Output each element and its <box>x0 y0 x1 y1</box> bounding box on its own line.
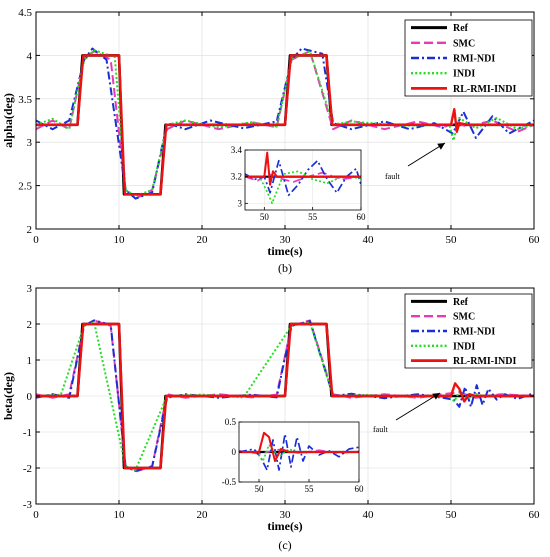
series-line-smc <box>35 50 535 200</box>
inset-y-tick-label: 3.4 <box>231 145 243 155</box>
y-tick-label: 1 <box>27 355 33 367</box>
inset-series-line-rl-rmi-indi <box>239 431 359 463</box>
y-tick-label: -2 <box>23 463 32 475</box>
series-line-rl-rmi-indi <box>36 322 534 470</box>
legend-box <box>404 293 533 369</box>
y-tick-label: 2 <box>27 224 33 236</box>
chart-b: 0 10 20 30 40 50 60 2 2.5 3 3.5 4 4.5 time(s) alpha(de… <box>1 7 540 275</box>
inset-y-tick-label: 3.2 <box>231 172 242 182</box>
fault-annotation: fault <box>373 425 388 434</box>
series-line-rmi-ndi <box>35 319 535 472</box>
fault-arrow-head <box>432 393 440 400</box>
x-tick-label: 50 <box>446 509 458 521</box>
inset-series-line-rmi-ndi <box>239 433 359 471</box>
inset-x-tick-label: 60 <box>355 484 365 494</box>
y-tick-label: 2.5 <box>18 181 32 193</box>
inset-y-tick-label: 3 <box>238 198 243 208</box>
y-tick-label: -1 <box>23 427 32 439</box>
y-tick-label: -3 <box>23 499 33 511</box>
x-tick-label: 30 <box>280 234 292 246</box>
series-line-indi <box>35 321 534 471</box>
inset-zoom: 50 55 60 -0.5 0 0.5 <box>222 417 364 494</box>
x-tick-label: 20 <box>197 234 209 246</box>
inset-x-tick-label: 50 <box>255 484 265 494</box>
inset-series-group <box>245 151 361 205</box>
x-tick-label: 10 <box>114 234 126 246</box>
x-tick-label: 40 <box>363 234 375 246</box>
legend-label: RMI-NDI <box>453 54 495 65</box>
fault-arrow <box>395 392 441 421</box>
legend-label: RL-RMI-INDI <box>453 84 516 95</box>
inset-x-tick-label: 50 <box>260 212 270 222</box>
fault-annotation: fault <box>385 172 400 181</box>
inset-frame <box>244 149 362 211</box>
y-tick-label: 4.5 <box>18 7 32 19</box>
series-line-smc <box>35 319 535 473</box>
inset-y-tick-label: 0 <box>232 447 237 457</box>
y-tick-label: 0 <box>27 391 33 403</box>
x-tick-label: 60 <box>529 509 541 521</box>
x-tick-label: 40 <box>363 509 375 521</box>
legend-label: RMI-NDI <box>453 327 495 338</box>
y-tick-label: 4 <box>27 50 33 62</box>
legend: Ref SMC RMI-NDI INDI RL-RMI-INDI <box>404 19 533 97</box>
x-tick-label: 0 <box>33 234 39 246</box>
y-tick-label: 3 <box>27 283 33 295</box>
x-tick-label: 30 <box>280 509 292 521</box>
y-axis-label: beta(deg) <box>1 372 15 420</box>
x-tick-label: 60 <box>529 234 541 246</box>
panel-caption: (b) <box>278 261 292 275</box>
x-tick-label: 50 <box>446 234 458 246</box>
y-tick-label: 3.5 <box>18 94 32 106</box>
inset-x-tick-label: 55 <box>305 484 315 494</box>
legend: Ref SMC RMI-NDI INDI RL-RMI-INDI <box>404 293 533 369</box>
y-axis-label: alpha(deg) <box>1 93 15 148</box>
x-tick-label: 10 <box>114 509 126 521</box>
legend-label: Ref <box>453 297 469 308</box>
inset-x-tick-label: 55 <box>308 212 318 222</box>
x-axis-label: time(s) <box>267 519 302 533</box>
inset-y-tick-label: -0.5 <box>222 477 237 487</box>
inset-zoom: 50 55 60 3 3.2 3.4 <box>231 145 366 222</box>
inset-x-tick-label: 60 <box>357 212 367 222</box>
inset-series-group <box>239 431 359 471</box>
inset-y-tick-label: 0.5 <box>225 417 237 427</box>
x-tick-label: 20 <box>197 509 209 521</box>
legend-box <box>404 19 533 97</box>
legend-label: SMC <box>453 312 475 323</box>
fault-arrow-head <box>437 143 445 150</box>
inset-series-line-rl-rmi-indi <box>245 151 361 186</box>
series-group <box>35 319 535 473</box>
inset-series-line-indi <box>245 170 361 205</box>
legend-label: INDI <box>453 341 475 352</box>
panel-caption: (c) <box>278 538 291 552</box>
chart-c: 0 10 20 30 40 50 60 -3 -2 -1 0 1 2 3 time(s) beta(deg) (… <box>1 283 540 552</box>
x-tick-label: 0 <box>33 509 39 521</box>
legend-label: RL-RMI-INDI <box>453 356 516 367</box>
legend-label: SMC <box>453 38 475 49</box>
legend-label: INDI <box>453 69 475 80</box>
inset-series-line-indi <box>239 443 359 462</box>
y-tick-label: 3 <box>27 137 33 149</box>
fault-arrow <box>407 142 446 167</box>
series-group <box>35 47 535 200</box>
y-tick-label: 2 <box>27 319 33 331</box>
legend-label: Ref <box>453 23 469 34</box>
x-axis-label: time(s) <box>267 244 302 258</box>
series-line-rl-rmi-indi <box>36 54 534 196</box>
